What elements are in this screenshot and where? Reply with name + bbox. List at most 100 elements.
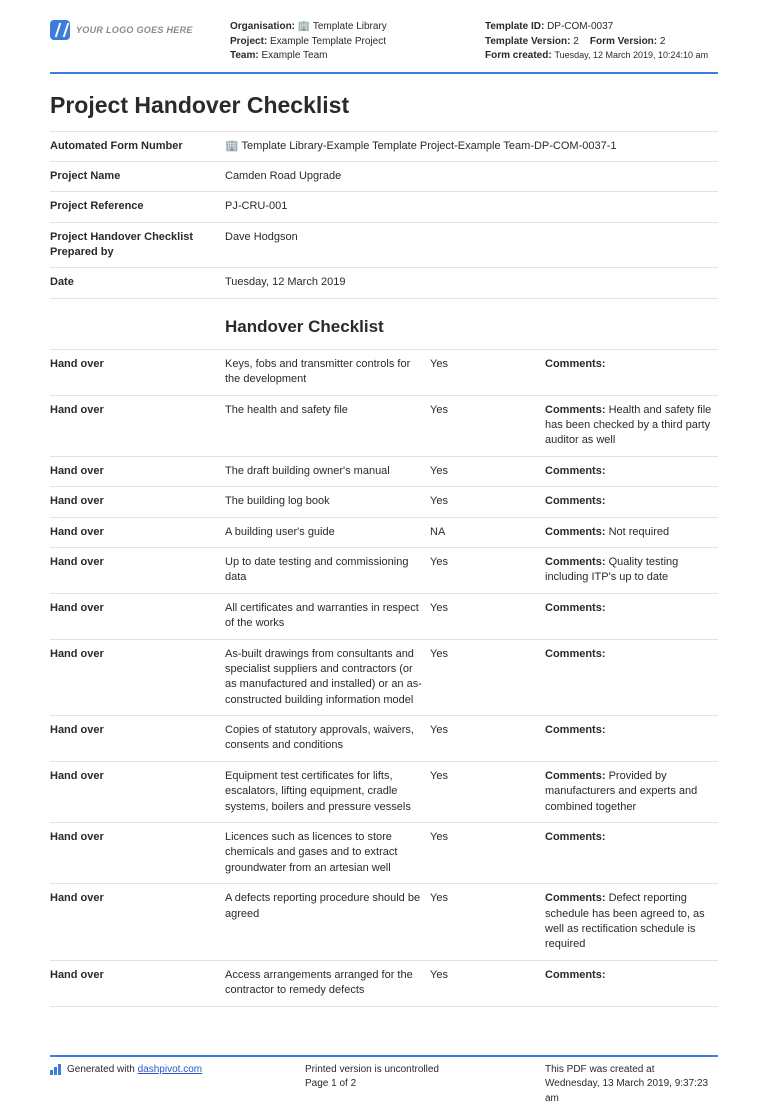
info-row: Project ReferencePJ-CRU-001 — [50, 192, 718, 222]
info-row: Automated Form Number🏢 Template Library-… — [50, 131, 718, 161]
project-value: Example Template Project — [270, 36, 386, 47]
checklist-comments: Comments: Quality testing including ITP'… — [545, 547, 718, 593]
template-id-value: DP-COM-0037 — [547, 21, 613, 32]
form-version-value: 2 — [660, 36, 666, 47]
checklist-status: Yes — [430, 395, 545, 456]
info-row: Project NameCamden Road Upgrade — [50, 161, 718, 191]
checklist-row: Hand overThe building log bookYesComment… — [50, 487, 718, 517]
logo-icon — [50, 20, 70, 40]
team-label: Team: — [230, 50, 259, 61]
dashpivot-link[interactable]: dashpivot.com — [138, 1064, 202, 1075]
footer-page-number: Page 1 of 2 — [305, 1077, 545, 1092]
checklist-row: Hand overAccess arrangements arranged fo… — [50, 960, 718, 1006]
comments-label: Comments: — [545, 724, 606, 736]
org-value: 🏢 Template Library — [298, 21, 387, 32]
handover-label: Hand over — [50, 456, 225, 486]
checklist-row: Hand overA building user's guideNACommen… — [50, 517, 718, 547]
info-value: Tuesday, 12 March 2019 — [225, 268, 718, 298]
checklist-row: Hand overThe health and safety fileYesCo… — [50, 395, 718, 456]
info-key: Date — [50, 268, 225, 298]
checklist-comments: Comments: Not required — [545, 517, 718, 547]
checklist-comments: Comments: — [545, 960, 718, 1006]
comments-text: Not required — [606, 526, 670, 538]
comments-label: Comments: — [545, 556, 606, 568]
info-key: Automated Form Number — [50, 131, 225, 161]
checklist-comments: Comments: — [545, 716, 718, 762]
handover-label: Hand over — [50, 716, 225, 762]
template-version-value: 2 — [573, 36, 579, 47]
template-id-label: Template ID: — [485, 21, 544, 32]
checklist-status: Yes — [430, 593, 545, 639]
template-version-label: Template Version: — [485, 36, 570, 47]
info-value: PJ-CRU-001 — [225, 192, 718, 222]
checklist-description: The draft building owner's manual — [225, 456, 430, 486]
header-meta-right: Template ID: DP-COM-0037 Template Versio… — [485, 20, 718, 64]
org-label: Organisation: — [230, 21, 295, 32]
handover-label: Hand over — [50, 884, 225, 961]
footer-created-at-value: Wednesday, 13 March 2019, 9:37:23 am — [545, 1077, 718, 1106]
team-value: Example Team — [262, 50, 328, 61]
form-version-label: Form Version: — [590, 36, 657, 47]
handover-label: Hand over — [50, 960, 225, 1006]
checklist-table: Hand overKeys, fobs and transmitter cont… — [50, 349, 718, 1007]
footer-divider — [50, 1055, 718, 1057]
info-row: Project Handover Checklist Prepared byDa… — [50, 222, 718, 268]
handover-label: Hand over — [50, 517, 225, 547]
handover-label: Hand over — [50, 639, 225, 716]
checklist-row: Hand overLicences such as licences to st… — [50, 823, 718, 884]
checklist-comments: Comments: — [545, 487, 718, 517]
info-value: Camden Road Upgrade — [225, 161, 718, 191]
form-created-label: Form created: — [485, 50, 552, 61]
info-value: 🏢 Template Library-Example Template Proj… — [225, 131, 718, 161]
document-footer: Generated with dashpivot.com Printed ver… — [50, 1063, 718, 1107]
info-row: DateTuesday, 12 March 2019 — [50, 268, 718, 298]
document-header: YOUR LOGO GOES HERE Organisation: 🏢 Temp… — [50, 20, 718, 74]
info-key: Project Handover Checklist Prepared by — [50, 222, 225, 268]
info-key: Project Name — [50, 161, 225, 191]
header-meta-left: Organisation: 🏢 Template Library Project… — [230, 20, 463, 64]
comments-label: Comments: — [545, 770, 606, 782]
bar-chart-icon — [50, 1063, 61, 1075]
comments-label: Comments: — [545, 465, 606, 477]
checklist-row: Hand overAs-built drawings from consulta… — [50, 639, 718, 716]
checklist-row: Hand overThe draft building owner's manu… — [50, 456, 718, 486]
footer-created-at-label: This PDF was created at — [545, 1063, 718, 1078]
handover-label: Hand over — [50, 823, 225, 884]
checklist-comments: Comments: Health and safety file has bee… — [545, 395, 718, 456]
comments-label: Comments: — [545, 602, 606, 614]
checklist-description: As-built drawings from consultants and s… — [225, 639, 430, 716]
comments-label: Comments: — [545, 892, 606, 904]
checklist-section-title: Handover Checklist — [50, 317, 718, 337]
logo-block: YOUR LOGO GOES HERE — [50, 20, 230, 40]
handover-label: Hand over — [50, 395, 225, 456]
comments-label: Comments: — [545, 495, 606, 507]
page-title: Project Handover Checklist — [50, 92, 718, 119]
checklist-comments: Comments: — [545, 823, 718, 884]
checklist-row: Hand overUp to date testing and commissi… — [50, 547, 718, 593]
checklist-description: The building log book — [225, 487, 430, 517]
comments-label: Comments: — [545, 526, 606, 538]
handover-label: Hand over — [50, 761, 225, 822]
project-label: Project: — [230, 36, 267, 47]
footer-uncontrolled-text: Printed version is uncontrolled — [305, 1063, 545, 1078]
checklist-comments: Comments: Defect reporting schedule has … — [545, 884, 718, 961]
checklist-status: Yes — [430, 823, 545, 884]
comments-label: Comments: — [545, 404, 606, 416]
form-created-value: Tuesday, 12 March 2019, 10:24:10 am — [554, 50, 708, 60]
checklist-status: Yes — [430, 960, 545, 1006]
checklist-status: Yes — [430, 716, 545, 762]
checklist-description: Licences such as licences to store chemi… — [225, 823, 430, 884]
handover-label: Hand over — [50, 487, 225, 517]
checklist-status: Yes — [430, 884, 545, 961]
checklist-comments: Comments: Provided by manufacturers and … — [545, 761, 718, 822]
logo-placeholder-text: YOUR LOGO GOES HERE — [76, 25, 193, 35]
checklist-row: Hand overKeys, fobs and transmitter cont… — [50, 349, 718, 395]
checklist-description: Access arrangements arranged for the con… — [225, 960, 430, 1006]
checklist-description: A defects reporting procedure should be … — [225, 884, 430, 961]
checklist-row: Hand overAll certificates and warranties… — [50, 593, 718, 639]
comments-label: Comments: — [545, 969, 606, 981]
checklist-status: Yes — [430, 349, 545, 395]
info-value: Dave Hodgson — [225, 222, 718, 268]
handover-label: Hand over — [50, 593, 225, 639]
checklist-row: Hand overA defects reporting procedure s… — [50, 884, 718, 961]
